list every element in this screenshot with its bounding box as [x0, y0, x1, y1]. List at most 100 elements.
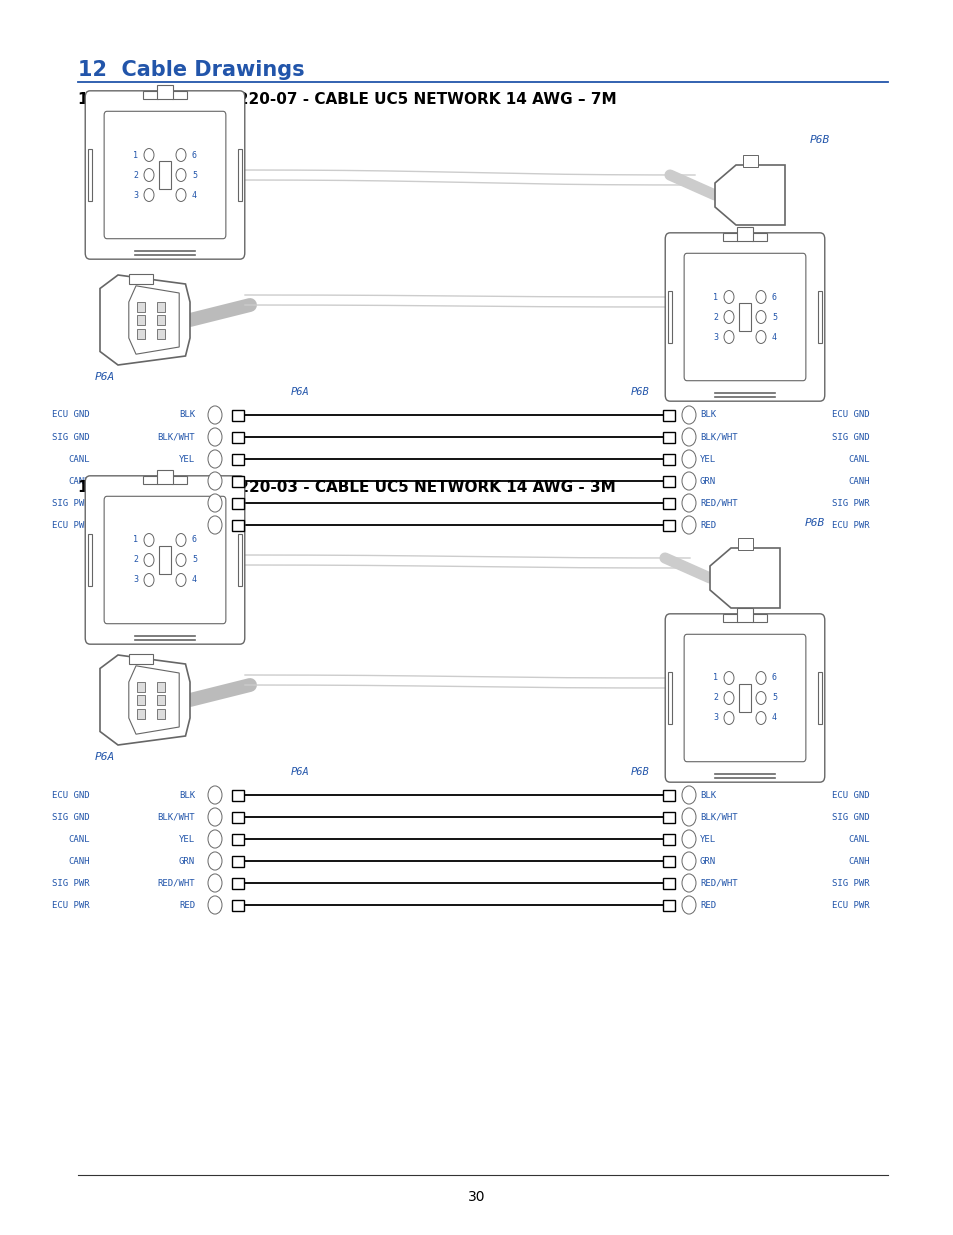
Circle shape — [175, 553, 186, 567]
Bar — [143, 475, 158, 484]
Bar — [662, 498, 675, 509]
Text: 1: 1 — [132, 536, 138, 545]
Text: 1: 1 — [213, 790, 217, 799]
Text: CANL: CANL — [847, 454, 869, 463]
Circle shape — [208, 808, 222, 826]
Bar — [172, 475, 187, 484]
Text: 6: 6 — [686, 520, 691, 530]
Bar — [136, 315, 144, 325]
Bar — [232, 789, 244, 800]
Bar — [157, 85, 172, 99]
Bar — [751, 233, 766, 241]
Bar — [667, 291, 671, 343]
Text: BLK/WHT: BLK/WHT — [157, 813, 194, 821]
Text: 1: 1 — [132, 151, 138, 159]
Bar — [662, 410, 675, 420]
Bar — [238, 534, 241, 585]
Bar — [232, 899, 244, 910]
Bar — [136, 301, 144, 311]
Text: BLK/WHT: BLK/WHT — [157, 432, 194, 441]
Bar — [818, 291, 821, 343]
Bar — [738, 538, 752, 550]
Text: 3: 3 — [132, 190, 138, 200]
Text: RED: RED — [179, 520, 194, 530]
Text: ECU GND: ECU GND — [832, 790, 869, 799]
Circle shape — [755, 692, 765, 704]
Text: SIG PWR: SIG PWR — [832, 499, 869, 508]
FancyBboxPatch shape — [85, 91, 245, 259]
Text: 2: 2 — [712, 694, 718, 703]
Bar — [172, 91, 187, 99]
Bar — [662, 834, 675, 845]
Bar — [722, 614, 738, 622]
Circle shape — [175, 534, 186, 546]
Text: 3: 3 — [686, 454, 691, 463]
Text: 6: 6 — [686, 900, 691, 909]
Bar — [662, 856, 675, 867]
Text: ECU PWR: ECU PWR — [52, 520, 90, 530]
Text: CANL: CANL — [847, 835, 869, 844]
Circle shape — [681, 874, 696, 892]
Text: 6: 6 — [192, 151, 196, 159]
Text: RED/WHT: RED/WHT — [157, 499, 194, 508]
Text: 2: 2 — [686, 813, 691, 821]
Text: 3: 3 — [132, 576, 138, 584]
Text: BLK/WHT: BLK/WHT — [700, 813, 737, 821]
Bar — [737, 227, 752, 241]
Text: 2: 2 — [132, 170, 138, 179]
Bar — [129, 655, 152, 664]
Text: RED: RED — [179, 900, 194, 909]
Text: ECU GND: ECU GND — [832, 410, 869, 420]
Bar — [662, 431, 675, 442]
Circle shape — [208, 830, 222, 848]
Text: 6: 6 — [192, 536, 196, 545]
Circle shape — [723, 331, 733, 343]
Text: CANL: CANL — [69, 835, 90, 844]
Circle shape — [144, 148, 153, 162]
Circle shape — [681, 406, 696, 424]
Bar — [722, 233, 738, 241]
Circle shape — [755, 711, 765, 725]
Text: YEL: YEL — [700, 454, 716, 463]
Text: 3: 3 — [686, 835, 691, 844]
Bar — [737, 608, 752, 622]
FancyBboxPatch shape — [104, 111, 226, 238]
Circle shape — [723, 692, 733, 704]
Text: BLK: BLK — [700, 410, 716, 420]
Text: 4: 4 — [213, 857, 217, 866]
Circle shape — [208, 785, 222, 804]
FancyBboxPatch shape — [683, 635, 805, 762]
Text: SIG GND: SIG GND — [832, 813, 869, 821]
Text: CANH: CANH — [69, 477, 90, 485]
Bar — [739, 684, 750, 713]
Text: 1: 1 — [213, 410, 217, 420]
Circle shape — [208, 852, 222, 871]
Bar — [136, 695, 144, 705]
Circle shape — [208, 429, 222, 446]
Text: RED/WHT: RED/WHT — [700, 499, 737, 508]
Text: GRN: GRN — [700, 477, 716, 485]
Text: YEL: YEL — [179, 835, 194, 844]
Text: 5: 5 — [686, 499, 691, 508]
Text: YEL: YEL — [179, 454, 194, 463]
Text: RED/WHT: RED/WHT — [157, 878, 194, 888]
Circle shape — [144, 553, 153, 567]
Circle shape — [681, 830, 696, 848]
Text: 3: 3 — [213, 835, 217, 844]
Circle shape — [755, 310, 765, 324]
Circle shape — [723, 672, 733, 684]
Text: RED/WHT: RED/WHT — [700, 878, 737, 888]
Circle shape — [175, 168, 186, 182]
Text: 4: 4 — [192, 576, 196, 584]
Circle shape — [723, 290, 733, 304]
Text: 12  Cable Drawings: 12 Cable Drawings — [78, 61, 304, 80]
Polygon shape — [129, 666, 179, 734]
Bar — [136, 329, 144, 338]
Bar — [157, 682, 165, 692]
Bar — [157, 709, 165, 719]
Text: CANH: CANH — [847, 477, 869, 485]
Bar — [818, 672, 821, 724]
FancyBboxPatch shape — [85, 475, 245, 645]
Bar — [232, 878, 244, 888]
Circle shape — [208, 516, 222, 534]
